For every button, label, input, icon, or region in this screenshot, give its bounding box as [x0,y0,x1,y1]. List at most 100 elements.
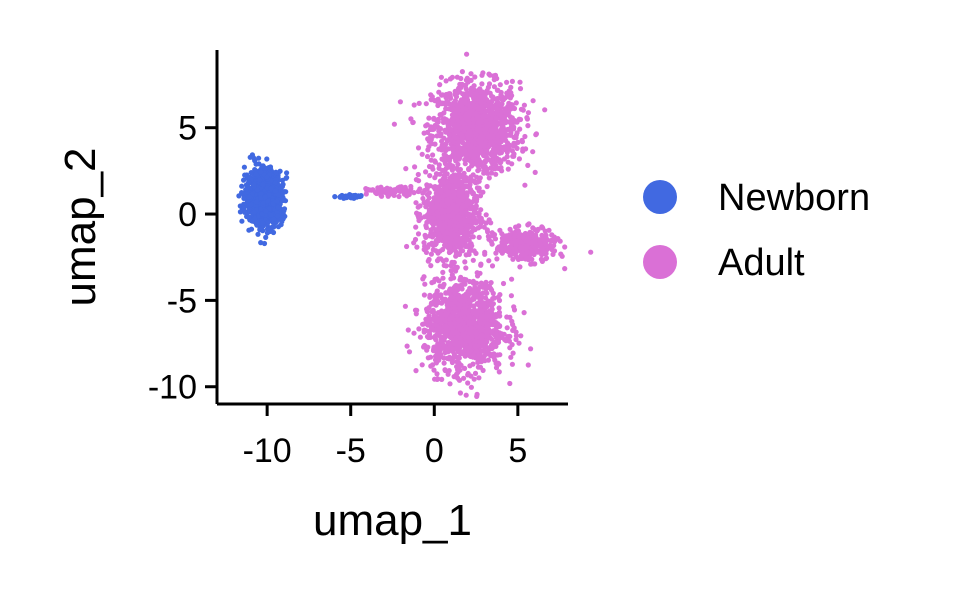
point-adult [459,69,465,75]
axes-layer [215,50,568,406]
point-adult [493,171,499,177]
point-adult [430,309,437,315]
point-adult [471,248,477,254]
point-adult [471,117,477,123]
point-adult [425,355,431,361]
point-adult [459,119,465,126]
point-adult [423,204,429,210]
point-adult [435,318,441,324]
point-adult [445,349,451,355]
point-adult [436,165,442,171]
point-adult [506,88,512,94]
point-adult [456,89,463,95]
point-adult [466,214,472,220]
point-adult [470,225,476,231]
y-tick-label: -5 [167,282,197,320]
point-newborn [246,214,252,220]
point-adult [507,226,513,232]
point-adult [471,103,477,109]
point-adult [464,51,470,57]
point-newborn [265,219,271,226]
point-adult [496,305,502,311]
point-newborn [263,208,269,214]
point-adult [479,81,485,87]
point-adult [458,227,465,233]
point-adult [504,149,510,155]
point-adult [502,106,508,112]
point-adult [405,327,411,333]
point-adult [493,365,500,371]
point-adult [431,126,437,132]
point-adult [477,270,483,276]
point-adult [507,232,513,238]
point-adult [530,149,536,155]
point-adult [469,243,475,249]
point-adult [435,102,441,109]
point-adult [525,362,531,368]
point-adult [438,256,444,262]
point-adult [504,79,510,85]
point-newborn [272,180,278,186]
point-adult [483,220,489,226]
point-adult [469,229,475,235]
point-adult [421,274,427,280]
point-adult [388,189,394,195]
point-adult [481,224,487,230]
point-adult [512,247,518,253]
point-adult [516,116,522,122]
point-adult [521,310,527,316]
point-adult [484,290,490,296]
point-adult [443,327,449,333]
point-newborn [252,167,258,173]
point-adult [497,82,503,88]
point-adult [451,354,457,360]
point-adult [472,91,478,97]
point-adult [518,333,524,339]
point-adult [459,210,465,216]
point-adult [486,144,492,150]
point-adult [424,347,430,353]
point-adult [485,229,491,235]
point-adult [391,192,397,198]
point-newborn [257,177,263,183]
point-adult [453,249,459,255]
point-adult [441,360,447,366]
point-adult [468,71,474,77]
point-adult [435,310,441,316]
point-newborn [250,155,257,161]
point-newborn [241,205,247,211]
point-adult [459,132,465,138]
point-adult [454,345,460,351]
point-adult [474,308,481,314]
point-newborn [280,196,286,202]
point-adult [439,138,445,144]
point-adult [484,183,490,190]
point-adult [462,235,468,241]
point-adult [438,292,444,298]
point-adult [436,325,442,331]
point-adult [449,330,455,336]
point-adult [482,251,488,257]
point-adult [429,96,435,103]
point-adult [437,82,443,88]
point-newborn [257,226,263,232]
point-adult [495,245,501,251]
point-adult [526,240,532,246]
point-adult [491,125,497,132]
point-adult [479,337,485,343]
point-adult [460,320,466,326]
point-adult [423,169,429,175]
point-adult [438,131,444,137]
point-adult [443,78,449,84]
point-adult [428,363,434,369]
point-adult [505,140,511,146]
point-adult [422,281,428,287]
point-adult [449,301,455,307]
point-newborn [241,201,247,207]
point-adult [462,113,468,119]
point-adult [439,207,445,213]
point-adult [518,239,524,245]
point-adult [458,223,464,229]
point-adult [427,173,433,179]
